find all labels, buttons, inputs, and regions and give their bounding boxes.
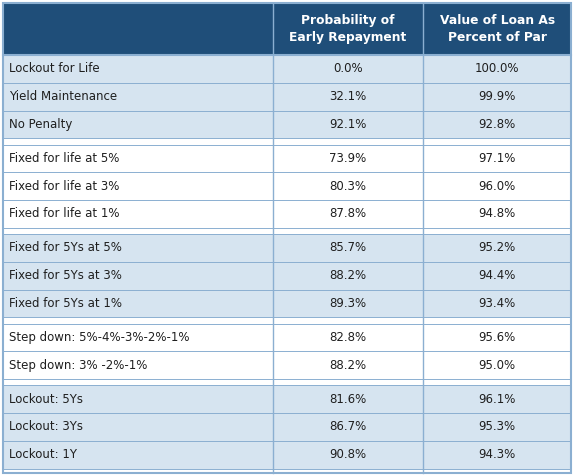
Text: 89.3%: 89.3%	[329, 297, 367, 310]
Text: Fixed for life at 5%: Fixed for life at 5%	[9, 152, 119, 165]
Bar	[3, 385, 571, 413]
Text: Lockout: 3Ys: Lockout: 3Ys	[9, 420, 83, 434]
Text: 97.1%: 97.1%	[479, 152, 516, 165]
Text: 100.0%: 100.0%	[475, 62, 519, 75]
Bar	[3, 324, 571, 351]
Text: 90.8%: 90.8%	[329, 448, 367, 461]
Text: Lockout for Life: Lockout for Life	[9, 62, 100, 75]
Text: Step down: 5%-4%-3%-2%-1%: Step down: 5%-4%-3%-2%-1%	[9, 331, 189, 344]
Text: 82.8%: 82.8%	[329, 331, 367, 344]
Bar	[3, 441, 571, 469]
Bar	[3, 379, 571, 385]
Bar	[3, 234, 571, 262]
Text: 86.7%: 86.7%	[329, 420, 367, 434]
Text: Lockout: 1Y: Lockout: 1Y	[9, 448, 77, 461]
Text: Step down: 3% -2%-1%: Step down: 3% -2%-1%	[9, 359, 148, 372]
Text: Fixed for 5Ys at 1%: Fixed for 5Ys at 1%	[9, 297, 122, 310]
Bar	[3, 145, 571, 172]
Bar	[3, 83, 571, 110]
Text: 87.8%: 87.8%	[329, 208, 367, 220]
Text: Yield Maintenance: Yield Maintenance	[9, 90, 117, 103]
Text: Fixed for 5Ys at 3%: Fixed for 5Ys at 3%	[9, 269, 122, 282]
Text: 88.2%: 88.2%	[329, 359, 367, 372]
Text: 32.1%: 32.1%	[329, 90, 367, 103]
Text: 81.6%: 81.6%	[329, 393, 367, 406]
Text: Fixed for 5Ys at 5%: Fixed for 5Ys at 5%	[9, 241, 122, 255]
Text: 95.0%: 95.0%	[479, 359, 515, 372]
Text: Fixed for life at 1%: Fixed for life at 1%	[9, 208, 119, 220]
Text: 94.8%: 94.8%	[479, 208, 516, 220]
Text: 95.2%: 95.2%	[479, 241, 516, 255]
Bar	[3, 55, 571, 83]
Text: 96.0%: 96.0%	[479, 180, 516, 193]
Text: 92.8%: 92.8%	[479, 118, 516, 131]
Text: 99.9%: 99.9%	[479, 90, 516, 103]
Text: 73.9%: 73.9%	[329, 152, 367, 165]
Bar	[3, 3, 571, 55]
Bar	[3, 351, 571, 379]
Bar	[3, 110, 571, 139]
Bar	[3, 228, 571, 234]
Text: 95.3%: 95.3%	[479, 420, 515, 434]
Text: Value of Loan As
Percent of Par: Value of Loan As Percent of Par	[440, 14, 554, 44]
Text: 88.2%: 88.2%	[329, 269, 367, 282]
Text: 96.1%: 96.1%	[479, 393, 516, 406]
Text: 93.4%: 93.4%	[479, 297, 516, 310]
Text: 0.0%: 0.0%	[333, 62, 363, 75]
Bar	[3, 317, 571, 324]
Bar	[3, 262, 571, 289]
Bar	[3, 172, 571, 200]
Text: 92.1%: 92.1%	[329, 118, 367, 131]
Text: 85.7%: 85.7%	[329, 241, 367, 255]
Bar	[3, 289, 571, 317]
Text: No Penalty: No Penalty	[9, 118, 72, 131]
Text: Fixed for life at 3%: Fixed for life at 3%	[9, 180, 119, 193]
Bar	[3, 139, 571, 145]
Text: 80.3%: 80.3%	[329, 180, 367, 193]
Bar	[3, 200, 571, 228]
Text: 95.6%: 95.6%	[479, 331, 516, 344]
Text: 94.3%: 94.3%	[479, 448, 516, 461]
Text: 94.4%: 94.4%	[479, 269, 516, 282]
Text: Probability of
Early Repayment: Probability of Early Repayment	[289, 14, 407, 44]
Bar	[3, 413, 571, 441]
Text: Lockout: 5Ys: Lockout: 5Ys	[9, 393, 83, 406]
